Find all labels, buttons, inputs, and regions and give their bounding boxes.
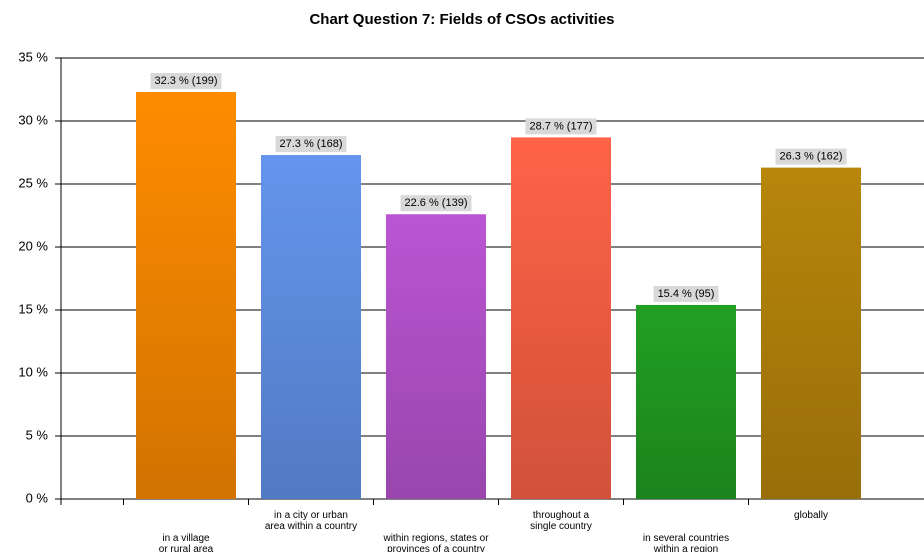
x-tick-label: in several countries within a region (642, 533, 730, 552)
bar (511, 137, 611, 499)
y-tick-label: 35 % (18, 49, 48, 64)
data-label: 28.7 % (177) (530, 120, 593, 132)
x-tick-label: throughout a single country (530, 510, 592, 532)
data-label: 32.3 % (199) (155, 75, 218, 87)
bar (261, 155, 361, 499)
data-label: 22.6 % (139) (405, 197, 468, 209)
data-label-bg (150, 73, 222, 90)
data-label-bg (525, 118, 597, 135)
x-tick-label: globally (794, 510, 828, 521)
bar (761, 167, 861, 499)
y-tick-label: 5 % (26, 427, 49, 442)
x-tick-label: in a village or rural area (158, 533, 214, 552)
bar (386, 214, 486, 500)
y-tick-label: 20 % (18, 238, 48, 253)
y-tick-label: 30 % (18, 112, 48, 127)
y-tick-label: 0 % (26, 490, 49, 505)
data-label-bg (653, 285, 719, 302)
y-tick-label: 10 % (18, 364, 48, 379)
data-label-bg (775, 148, 847, 165)
bar (136, 92, 236, 500)
x-tick-label: within regions, states or provinces of a… (383, 533, 489, 552)
y-tick-label: 25 % (18, 175, 48, 190)
data-label-bg (400, 195, 472, 212)
chart-title: Chart Question 7: Fields of CSOs activit… (309, 11, 614, 28)
data-label: 15.4 % (95) (658, 288, 715, 300)
data-label: 26.3 % (162) (780, 151, 843, 163)
data-label-bg (275, 136, 347, 153)
bar (636, 304, 736, 499)
y-tick-label: 15 % (18, 301, 48, 316)
x-tick-label: in a city or urban area within a country (264, 510, 358, 532)
data-label: 27.3 % (168) (280, 138, 343, 150)
